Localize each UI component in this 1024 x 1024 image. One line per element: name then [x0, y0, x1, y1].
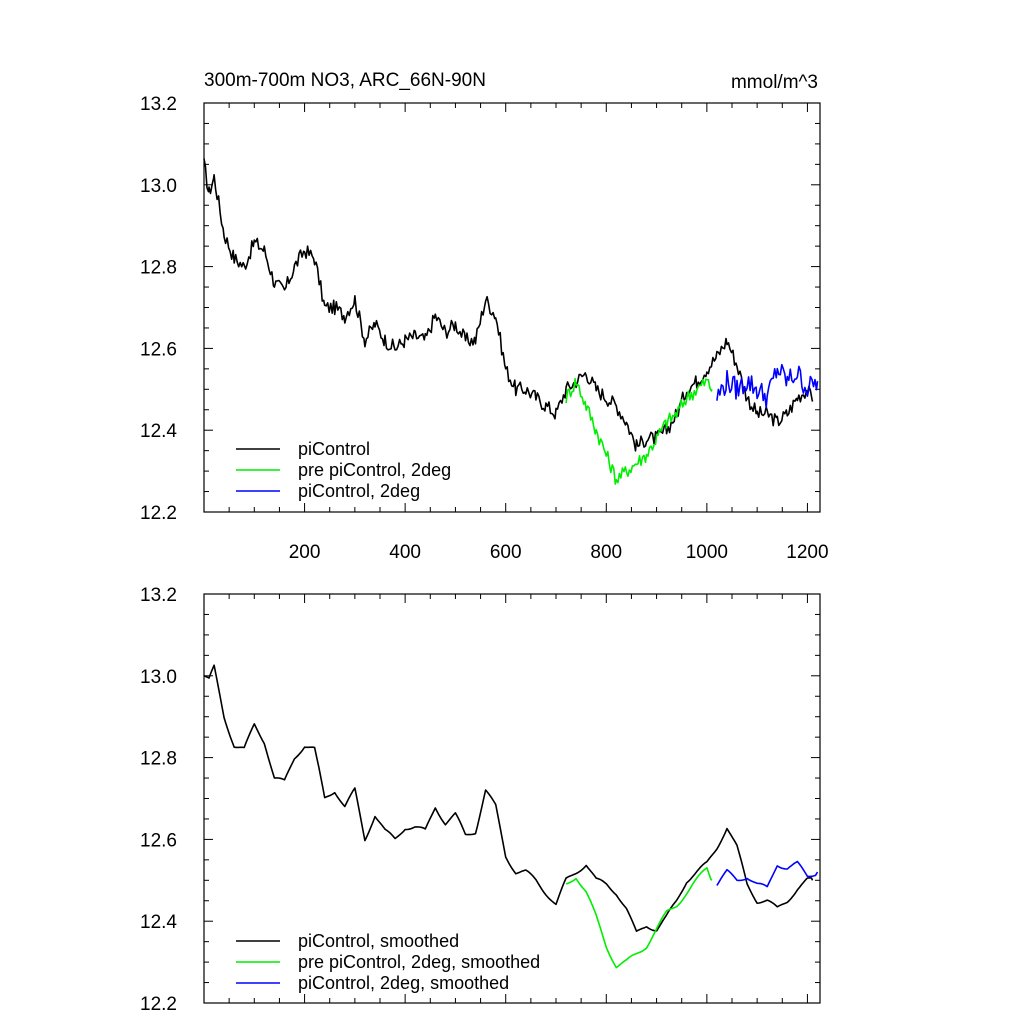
units-label: mmol/m^3	[731, 72, 818, 93]
series-line	[203, 664, 814, 933]
y-tick-label: 13.2	[140, 94, 177, 115]
figure-title: 300m-700m NO3, ARC_66N-90N	[204, 70, 486, 91]
series-line	[716, 363, 819, 409]
series-line	[203, 158, 814, 452]
bottom-panel: 12.2 12.4 12.6 12.8 13.0 13.2 piControl, smoot…	[140, 585, 821, 1015]
series-line	[716, 860, 819, 888]
x-tick-label: 1200	[786, 542, 828, 563]
legend-label: piControl, 2deg	[298, 481, 420, 501]
top-panel: 12.2 12.4 12.6 12.8 13.0 13.2 200 400 600 800 1000…	[140, 94, 829, 563]
series-line	[565, 377, 713, 485]
y-tick-label: 12.8	[140, 749, 177, 770]
plot-frame	[203, 593, 821, 1004]
x-tick-label: 400	[389, 542, 421, 563]
legend-label: piControl, 2deg, smoothed	[298, 973, 509, 993]
plot-frame	[203, 102, 821, 513]
legend-label: piControl, smoothed	[298, 931, 459, 951]
legend-label: pre piControl, 2deg, smoothed	[298, 952, 540, 972]
legend-label: piControl	[298, 439, 370, 459]
y-tick-label: 12.8	[140, 258, 177, 279]
x-tick-label: 800	[590, 542, 622, 563]
y-tick-label: 12.6	[140, 830, 177, 851]
series-line	[565, 866, 713, 969]
y-tick-label: 12.4	[140, 912, 177, 933]
y-tick-label: 13.0	[140, 667, 177, 688]
y-tick-label: 13.0	[140, 176, 177, 197]
x-tick-label: 200	[289, 542, 321, 563]
legend-label: pre piControl, 2deg	[298, 460, 451, 480]
y-tick-label: 12.4	[140, 421, 177, 442]
y-tick-label: 12.2	[140, 994, 177, 1015]
y-tick-label: 12.2	[140, 503, 177, 524]
y-tick-label: 13.2	[140, 585, 177, 606]
x-tick-label: 1000	[686, 542, 728, 563]
y-tick-label: 12.6	[140, 339, 177, 360]
x-tick-label: 600	[490, 542, 522, 563]
